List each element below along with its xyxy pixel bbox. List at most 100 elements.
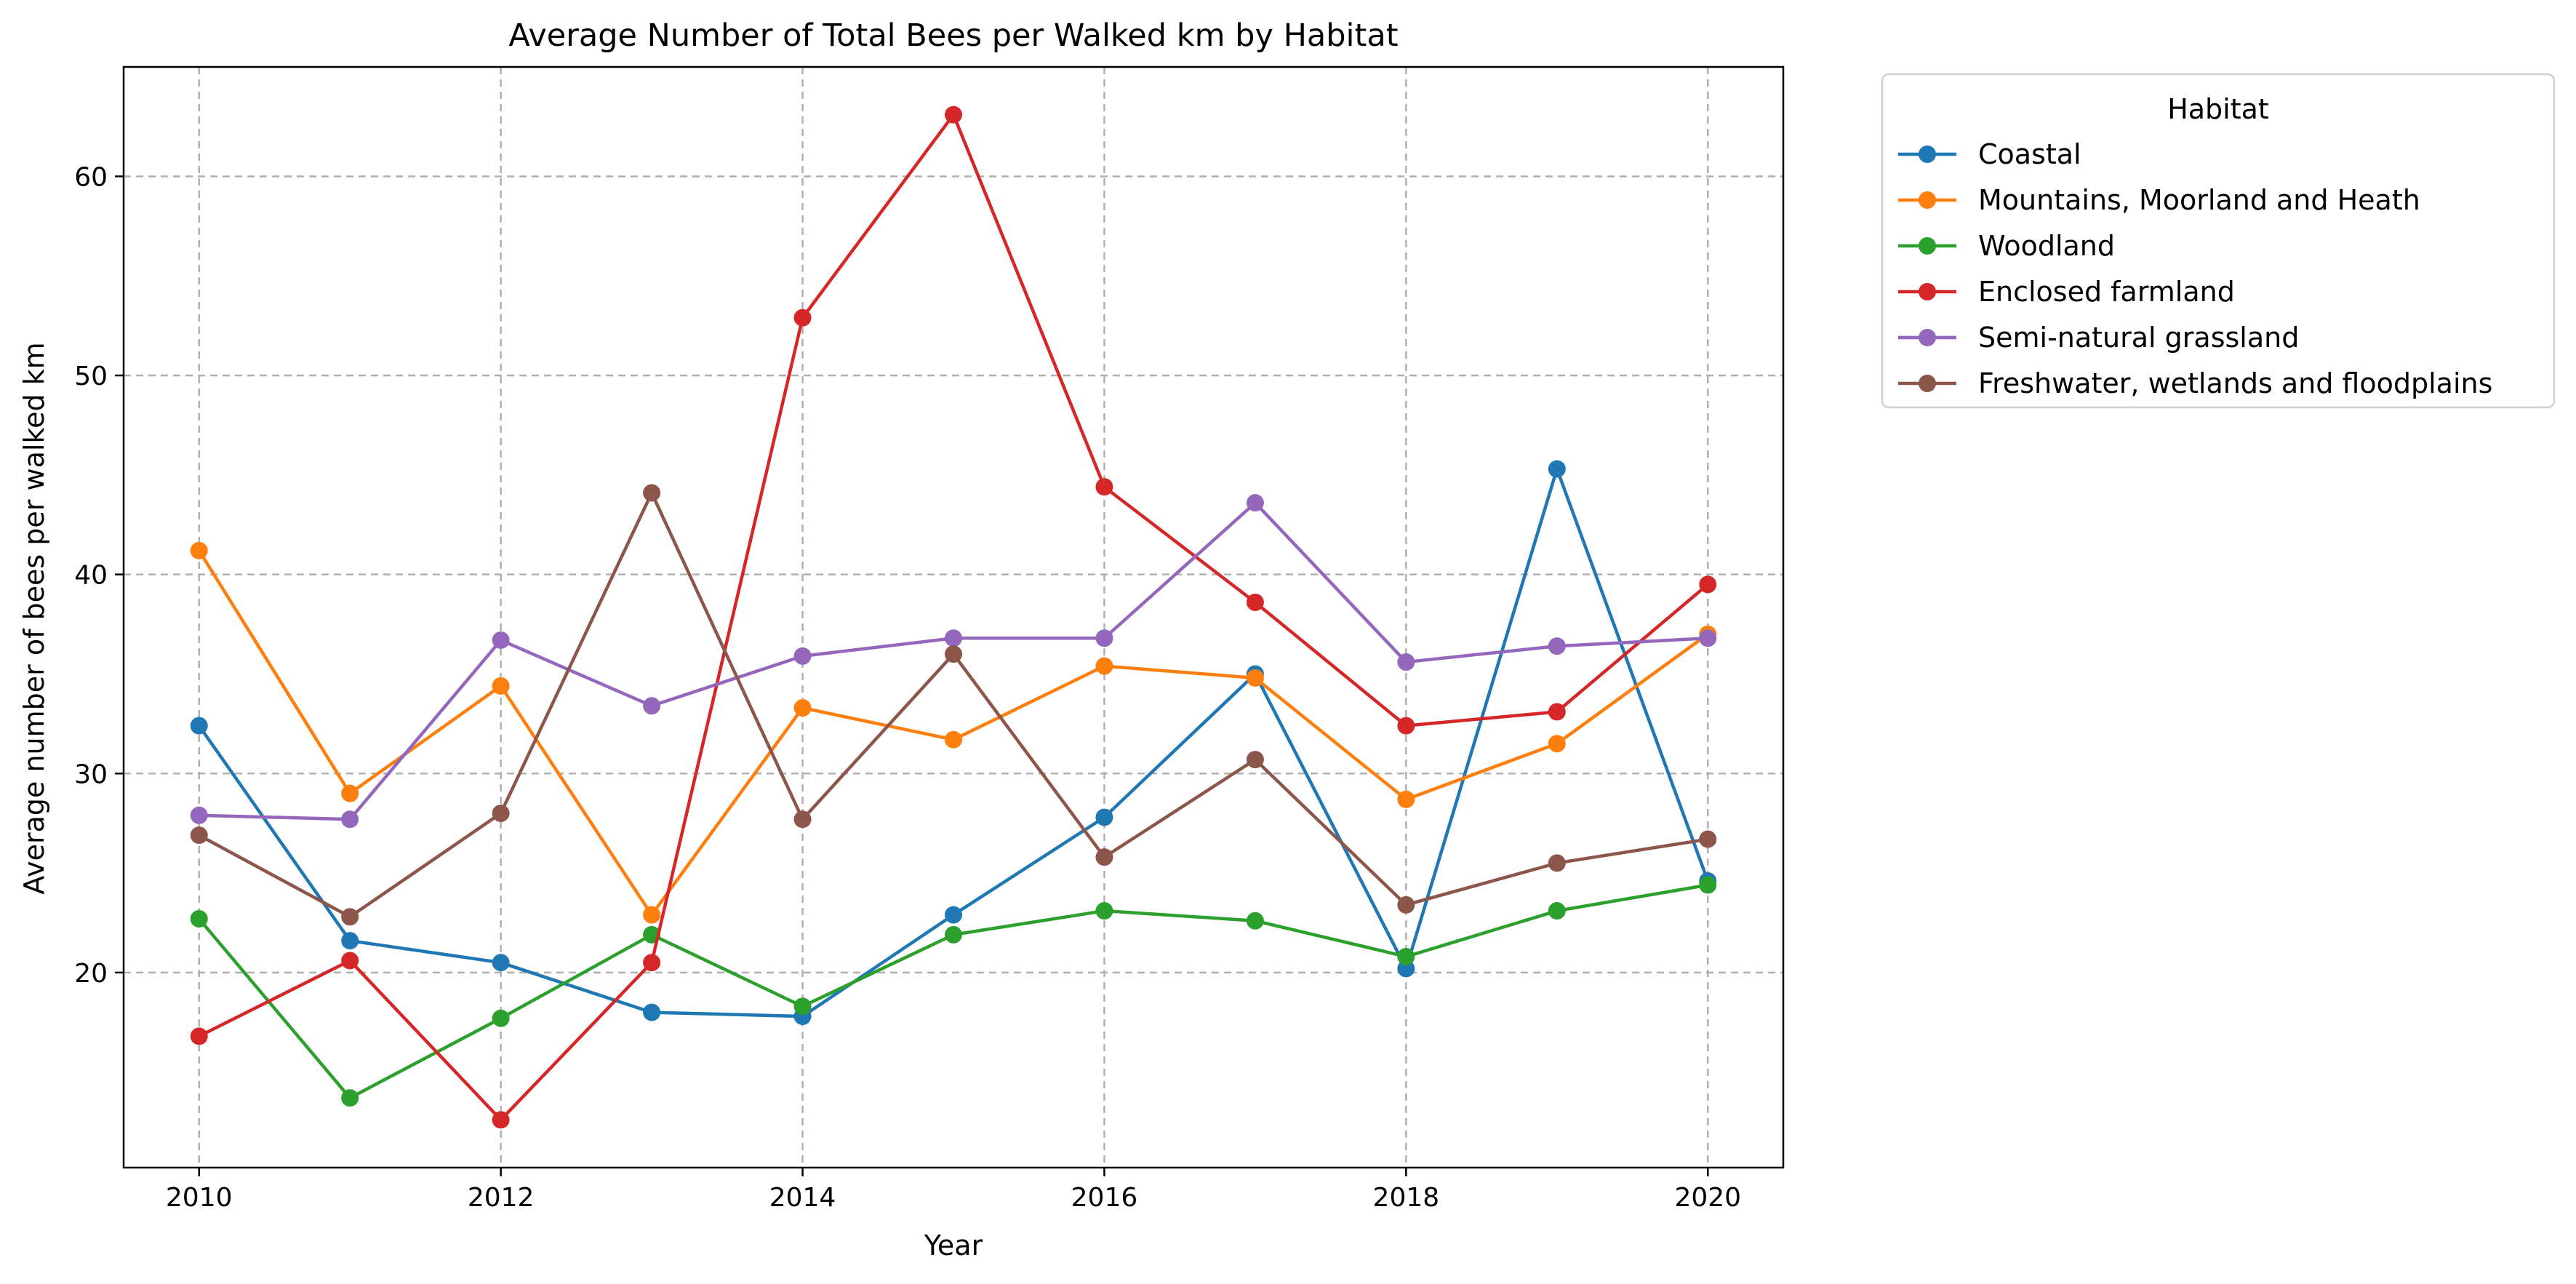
data-point (793, 810, 812, 829)
data-point (793, 698, 812, 717)
y-tick-label: 30 (74, 759, 108, 789)
legend-label: Freshwater, wetlands and floodplains (1978, 367, 2492, 399)
legend: Habitat Coastal Mountains, Moorland and H… (1881, 73, 2556, 409)
legend-marker (1919, 375, 1936, 392)
data-point (492, 1009, 510, 1027)
x-tick-label: 2010 (166, 1183, 233, 1213)
data-point (1095, 848, 1113, 866)
data-point (643, 1003, 661, 1021)
x-tick-label: 2018 (1373, 1183, 1440, 1213)
data-point (341, 932, 359, 950)
x-tick-label: 2016 (1071, 1183, 1138, 1213)
data-point (1699, 629, 1717, 647)
plot-frame (122, 65, 1785, 1169)
data-point (1246, 494, 1264, 512)
data-point (341, 1089, 359, 1107)
x-tick-label: 2020 (1674, 1183, 1741, 1213)
data-point (190, 826, 208, 845)
y-axis: 20 30 40 50 60 (74, 162, 124, 989)
data-point (1246, 593, 1264, 611)
data-point (945, 645, 962, 663)
series-4 (190, 105, 1717, 1129)
series-3 (190, 876, 1717, 1107)
data-point (1095, 629, 1113, 647)
data-point (1095, 902, 1113, 920)
y-tick-label: 40 (74, 561, 108, 591)
x-axis-label: Year (924, 1229, 983, 1261)
data-point (1397, 717, 1415, 735)
data-point (190, 806, 208, 824)
legend-marker (1919, 191, 1936, 209)
data-point (341, 908, 359, 926)
data-point (793, 997, 812, 1016)
legend-title: Habitat (2167, 93, 2269, 125)
data-point (1246, 912, 1264, 930)
data-point (1548, 460, 1566, 478)
data-point (341, 952, 359, 970)
data-point (1095, 657, 1113, 675)
data-point (492, 1111, 510, 1129)
data-point (643, 906, 661, 924)
data-point (1095, 478, 1113, 496)
legend-entry: Enclosed farmland (1898, 276, 2235, 308)
data-point (1548, 703, 1566, 721)
series-5 (190, 494, 1717, 829)
data-point (492, 804, 510, 822)
data-point (1246, 669, 1264, 687)
grid (124, 67, 1783, 1168)
data-point (1397, 947, 1415, 965)
legend-entry: Woodland (1898, 230, 2115, 262)
data-point (1699, 575, 1717, 594)
data-point (643, 484, 661, 502)
y-tick-label: 60 (74, 162, 108, 192)
legend-label: Coastal (1978, 138, 2081, 170)
data-point (1397, 896, 1415, 914)
series-2 (190, 541, 1717, 924)
legend-entry: Mountains, Moorland and Heath (1898, 184, 2420, 216)
legend-label: Woodland (1978, 230, 2115, 262)
data-point (945, 925, 962, 944)
data-point (945, 906, 962, 924)
data-point (1548, 735, 1566, 753)
data-point (341, 784, 359, 802)
y-tick-label: 50 (74, 362, 108, 391)
legend-marker (1919, 237, 1936, 255)
y-axis-label: Average number of bees per walked km (18, 342, 50, 894)
data-point (1548, 902, 1566, 920)
data-point (793, 308, 812, 327)
legend-label: Semi-natural grassland (1978, 322, 2299, 354)
data-point (1397, 790, 1415, 808)
x-tick-label: 2014 (769, 1183, 836, 1213)
data-point (945, 730, 962, 749)
data-point (1548, 854, 1566, 872)
data-point (190, 541, 208, 559)
legend-marker (1919, 283, 1936, 300)
legend-marker (1919, 329, 1936, 346)
legend-box (1881, 73, 2556, 409)
data-point (793, 647, 812, 665)
data-point (492, 677, 510, 695)
data-point (1246, 751, 1264, 769)
data-point (492, 954, 510, 972)
series-line (198, 491, 1708, 919)
data-point (190, 910, 208, 928)
data-point (341, 810, 359, 829)
x-axis: 2010 2012 2014 2016 2018 2020 (166, 1168, 1741, 1213)
legend-label: Enclosed farmland (1978, 276, 2235, 308)
data-point (190, 717, 208, 735)
legend-label: Mountains, Moorland and Heath (1978, 184, 2420, 216)
series-1 (190, 460, 1717, 1026)
data-point (1397, 960, 1415, 978)
legend-entry: Semi-natural grassland (1898, 322, 2299, 354)
data-point (1095, 808, 1113, 826)
series-line (198, 113, 1709, 1122)
series-6 (190, 484, 1717, 926)
chart-title: Average Number of Total Bees per Walked … (508, 17, 1398, 54)
legend-entry: Coastal (1898, 138, 2081, 170)
data-point (1699, 876, 1717, 894)
data-point (1548, 637, 1566, 655)
x-tick-label: 2012 (468, 1183, 535, 1213)
data-point (945, 105, 962, 124)
legend-entries: Coastal Mountains, Moorland and Heath Wood… (1898, 138, 2492, 399)
y-tick-label: 20 (74, 959, 108, 989)
